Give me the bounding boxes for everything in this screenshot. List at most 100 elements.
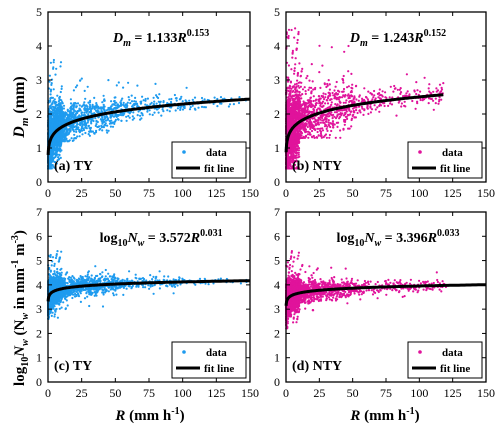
data-point bbox=[378, 88, 381, 91]
data-point bbox=[49, 89, 53, 92]
data-point bbox=[353, 96, 356, 99]
data-point bbox=[309, 104, 312, 107]
data-point bbox=[432, 90, 435, 93]
data-point bbox=[352, 111, 356, 114]
data-point bbox=[60, 143, 63, 146]
data-point bbox=[74, 114, 77, 117]
data-point bbox=[322, 119, 325, 122]
data-point bbox=[296, 74, 299, 77]
data-point bbox=[288, 124, 292, 127]
data-point bbox=[49, 164, 53, 168]
data-point bbox=[355, 106, 358, 109]
data-point bbox=[181, 100, 184, 103]
ylabel-dm: Dm (mm) bbox=[11, 76, 31, 138]
data-point bbox=[389, 85, 392, 88]
data-point bbox=[60, 130, 63, 133]
data-point bbox=[98, 125, 101, 128]
data-point bbox=[439, 90, 442, 93]
data-point bbox=[317, 95, 320, 98]
data-point bbox=[294, 132, 297, 135]
data-point bbox=[296, 105, 299, 108]
data-point bbox=[331, 91, 334, 95]
data-point bbox=[102, 94, 105, 97]
data-point bbox=[63, 112, 66, 115]
data-point bbox=[169, 100, 173, 103]
panel-label: (a) TY bbox=[54, 159, 93, 174]
data-point bbox=[303, 113, 306, 116]
data-point bbox=[313, 88, 317, 91]
data-point bbox=[304, 111, 308, 114]
data-point bbox=[438, 83, 442, 86]
data-point bbox=[304, 131, 307, 134]
data-point bbox=[56, 146, 59, 149]
data-point bbox=[63, 138, 66, 141]
data-point bbox=[348, 127, 351, 130]
data-point bbox=[91, 103, 94, 106]
data-point bbox=[137, 110, 140, 113]
data-point bbox=[328, 88, 331, 91]
data-point bbox=[58, 98, 61, 102]
data-point bbox=[350, 86, 353, 89]
data-point bbox=[430, 97, 433, 101]
data-point bbox=[297, 32, 300, 35]
data-point bbox=[363, 87, 366, 90]
data-point bbox=[75, 125, 78, 128]
data-point bbox=[384, 96, 387, 99]
data-point bbox=[78, 104, 81, 107]
data-point bbox=[324, 102, 327, 105]
data-point bbox=[311, 80, 314, 83]
data-point bbox=[194, 108, 197, 111]
data-point bbox=[148, 109, 151, 112]
data-point bbox=[298, 155, 301, 158]
data-point bbox=[415, 81, 418, 84]
data-point bbox=[71, 128, 74, 131]
data-point bbox=[96, 110, 99, 114]
data-point bbox=[119, 112, 122, 115]
data-point bbox=[293, 101, 296, 104]
data-point bbox=[101, 129, 104, 132]
data-point bbox=[334, 92, 337, 96]
data-point bbox=[291, 56, 294, 59]
data-point bbox=[307, 111, 310, 114]
data-point bbox=[98, 128, 101, 131]
data-point bbox=[67, 128, 70, 131]
data-point bbox=[296, 41, 299, 45]
data-point bbox=[57, 156, 60, 159]
data-point bbox=[300, 127, 303, 130]
data-point bbox=[428, 90, 431, 93]
data-point bbox=[324, 123, 327, 126]
data-point bbox=[119, 101, 122, 104]
data-point bbox=[324, 133, 328, 136]
data-point bbox=[307, 88, 310, 91]
data-point bbox=[328, 83, 331, 86]
data-point bbox=[141, 112, 144, 115]
data-point bbox=[307, 136, 310, 139]
data-point bbox=[80, 121, 83, 124]
data-point bbox=[440, 88, 444, 91]
data-point bbox=[395, 114, 398, 117]
data-point bbox=[291, 99, 295, 102]
data-point bbox=[76, 111, 79, 115]
legend-fit-label: fit line bbox=[440, 163, 470, 175]
data-point bbox=[63, 120, 66, 123]
xlabel-right: R (mm h-1) bbox=[349, 406, 419, 424]
data-point bbox=[200, 105, 204, 108]
data-point bbox=[81, 133, 84, 136]
data-point bbox=[120, 104, 123, 107]
data-point bbox=[393, 87, 396, 90]
data-point bbox=[95, 102, 98, 105]
data-point bbox=[69, 98, 72, 101]
data-point bbox=[302, 110, 306, 113]
data-point bbox=[369, 111, 372, 114]
data-point bbox=[415, 92, 418, 96]
data-point bbox=[298, 81, 301, 84]
data-point bbox=[290, 135, 293, 138]
data-point bbox=[294, 135, 297, 138]
data-point bbox=[72, 89, 75, 92]
data-point bbox=[326, 99, 329, 102]
data-point bbox=[52, 146, 55, 149]
x-tick-label: 50 bbox=[347, 186, 359, 200]
data-point bbox=[158, 93, 161, 96]
data-point bbox=[352, 107, 355, 110]
data-point bbox=[291, 51, 294, 54]
